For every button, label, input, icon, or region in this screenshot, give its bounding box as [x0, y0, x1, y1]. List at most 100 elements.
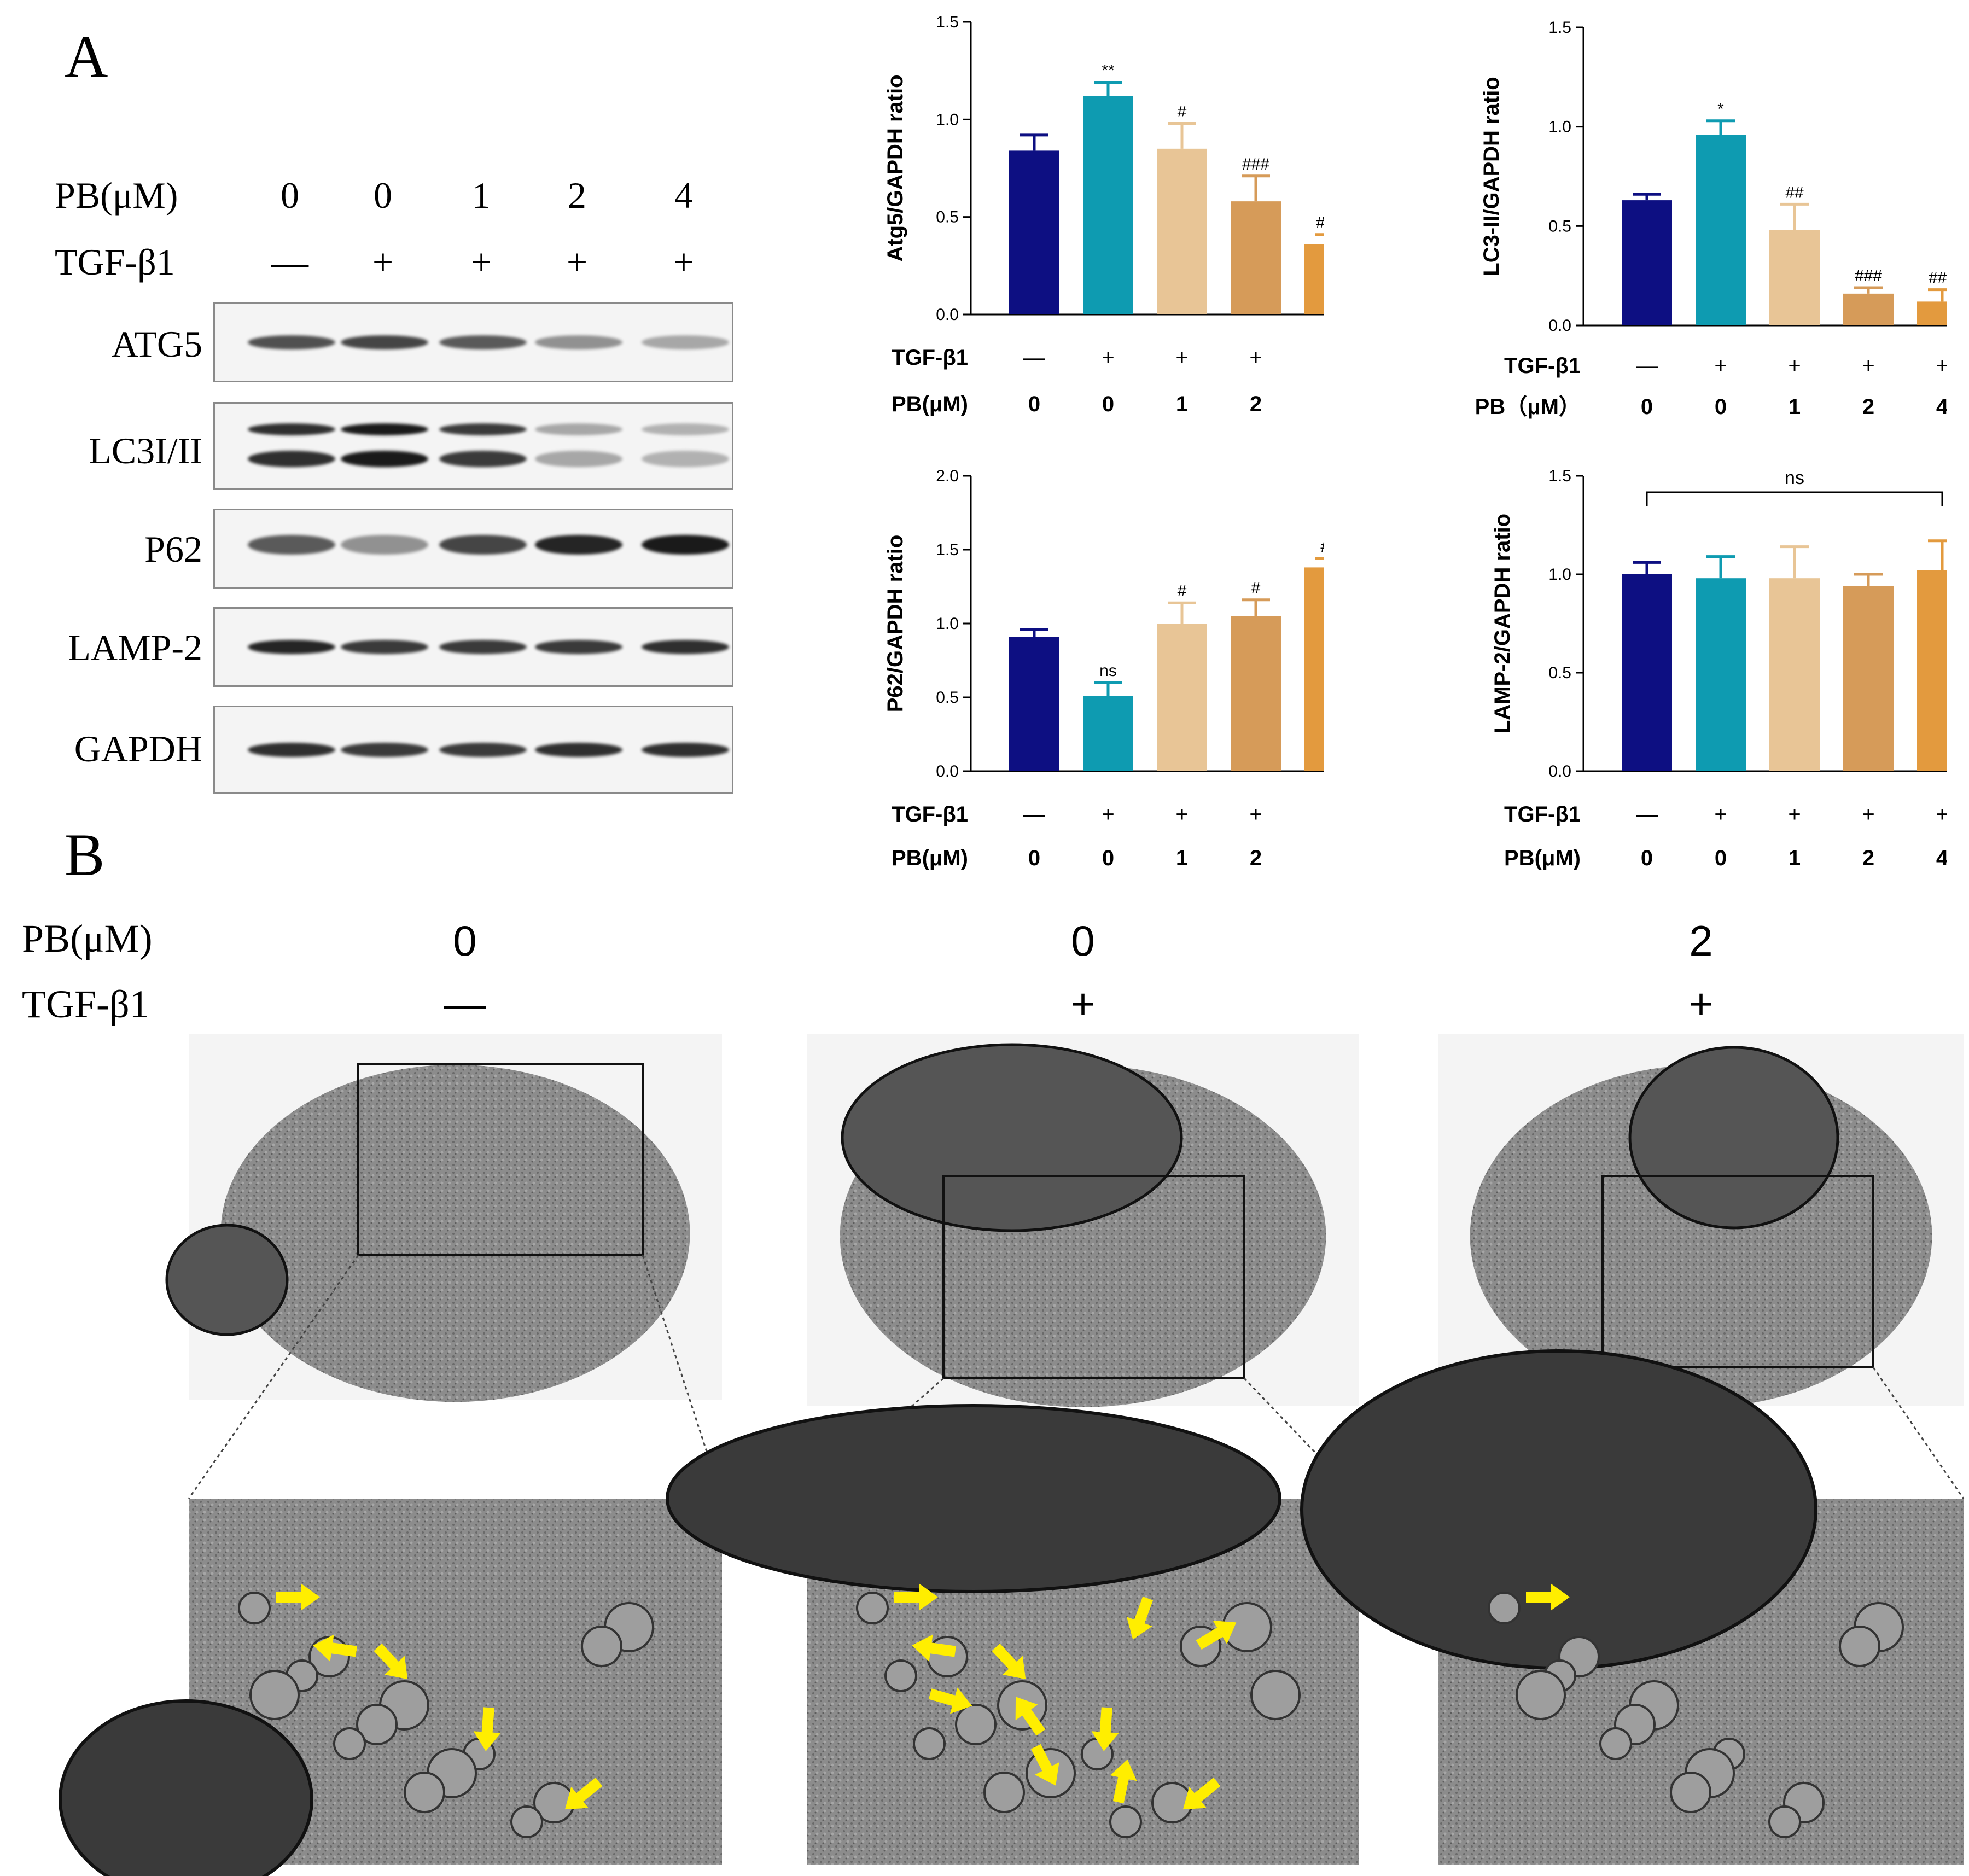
pb-value: 2 — [1250, 846, 1262, 870]
em-nucleus-zoom — [666, 1404, 1281, 1593]
significance-label: ### — [1242, 155, 1269, 173]
yellow-arrow-icon — [313, 1634, 358, 1662]
significance-label: ### — [1316, 214, 1324, 232]
em-organelle — [238, 1592, 271, 1624]
y-tick-label: 1.0 — [936, 615, 959, 633]
bar — [1696, 135, 1746, 325]
yellow-arrow-icon — [1110, 1759, 1137, 1804]
y-tick-label: 1.0 — [1548, 566, 1571, 584]
em-tgf-label: TGF-β1 — [22, 982, 149, 1026]
pb-value: 4 — [1936, 846, 1947, 870]
y-tick-label: 0.0 — [1548, 762, 1571, 780]
tgf-value: — — [1636, 354, 1658, 378]
chart-lc3: 0.0 0.5 1.0 1.5 LC3-II/GAPDH ratio — 0 * +0 ## +1 #… — [1475, 19, 1947, 419]
em-organelle — [884, 1659, 917, 1692]
blot-band — [642, 335, 729, 349]
yellow-arrow-icon — [1526, 1583, 1570, 1611]
pb-value: 0 — [1028, 392, 1040, 416]
pb-value: 0 — [1641, 846, 1653, 870]
y-tick-label: 0.0 — [936, 762, 959, 780]
tgf-value: + — [1714, 802, 1727, 826]
wb-tgf-value: + — [470, 241, 492, 283]
pb-value: 0 — [1715, 846, 1727, 870]
tgf-value: + — [1936, 802, 1947, 826]
blot-band — [248, 423, 335, 435]
em-organelle — [1670, 1772, 1711, 1813]
bar — [1917, 301, 1947, 325]
blot-band — [535, 450, 622, 467]
y-tick-label: 1.5 — [936, 541, 959, 559]
em-nucleus — [1628, 1046, 1839, 1230]
yellow-arrow-icon — [912, 1634, 957, 1662]
blot-band — [341, 423, 428, 435]
pb-value: 1 — [1176, 392, 1188, 416]
tgf-value: + — [1175, 802, 1188, 826]
yellow-arrow-icon — [564, 1778, 603, 1810]
significance-label: # — [1178, 582, 1187, 600]
em-nucleus — [841, 1043, 1183, 1232]
tgf-value: + — [1714, 354, 1727, 378]
yellow-arrow-icon — [1091, 1707, 1119, 1751]
bar — [1157, 624, 1207, 771]
chart-lamp2: 0.0 0.5 1.0 1.5 LAMP-2/GAPDH ratio — 0 +0 +1 +2 +4… — [1490, 467, 1947, 870]
em-organelle — [1488, 1592, 1521, 1624]
em-organelle — [1516, 1670, 1566, 1720]
bar — [1009, 637, 1059, 771]
blot-band — [439, 742, 527, 757]
tgf-value: — — [1636, 802, 1658, 826]
em-organelle — [1109, 1805, 1142, 1838]
tgf-value: + — [1862, 802, 1874, 826]
em-col1-tgf: — — [444, 980, 486, 1028]
tgf-value: + — [1102, 346, 1114, 370]
pb-value: 1 — [1789, 846, 1801, 870]
y-axis-label: LAMP-2/GAPDH ratio — [1490, 514, 1514, 733]
bar — [1696, 578, 1746, 771]
zoom-box — [357, 1063, 644, 1256]
yellow-arrow-icon — [374, 1643, 408, 1680]
chart-atg5: 0.0 0.5 1.0 1.5 Atg5/GAPDH ratio — 0 ** +0 # +1 ###… — [883, 13, 1324, 416]
tgf-value: + — [1936, 354, 1947, 378]
wb-tgf-value: + — [566, 241, 588, 283]
blot-band — [439, 335, 527, 349]
wb-pb-value: 0 — [374, 174, 392, 216]
significance-label: ** — [1102, 62, 1115, 80]
tgf-label: TGF-β1 — [892, 346, 968, 370]
blot-band — [642, 742, 729, 757]
blot-band — [341, 742, 428, 757]
significance-label: ## — [1785, 183, 1804, 201]
pb-label: PB（μM） — [1475, 395, 1581, 419]
yellow-arrow-icon — [276, 1583, 320, 1611]
significance-label: ns — [1099, 662, 1117, 680]
pb-label: PB(μM) — [892, 846, 968, 870]
bar — [1622, 200, 1672, 325]
tgf-value: + — [1102, 802, 1114, 826]
blot-band — [341, 535, 428, 555]
em-col3-tgf: + — [1688, 980, 1714, 1028]
blot-strip — [213, 302, 733, 382]
blot-strip — [213, 402, 733, 490]
wb-row-label: LAMP-2 — [68, 627, 202, 668]
em-organelle — [581, 1626, 622, 1667]
y-tick-label: 1.5 — [1548, 19, 1571, 37]
blot-strip — [213, 706, 733, 794]
blot-band — [535, 535, 622, 555]
em-organelle — [856, 1592, 889, 1624]
significance-label: ### — [1929, 269, 1947, 287]
bar — [1304, 244, 1324, 314]
tgf-value: + — [1175, 346, 1188, 370]
yellow-arrow-icon — [473, 1707, 501, 1751]
em-col3-pb: 2 — [1689, 917, 1713, 965]
bar — [1769, 578, 1820, 771]
tgf-label: TGF-β1 — [1504, 802, 1581, 826]
chart-p62: 0.0 0.5 1.0 1.5 2.0 P62/GAPDH ratio — 0 ns +0 # +1 #… — [883, 467, 1324, 870]
tgf-value: + — [1788, 354, 1801, 378]
wb-tgf-label: TGF-β1 — [55, 241, 175, 283]
em-organelle — [983, 1772, 1025, 1813]
y-tick-label: 1.5 — [1548, 467, 1571, 485]
wb-tgf-value: + — [372, 241, 394, 283]
blot-band — [341, 640, 428, 654]
y-tick-label: 0.0 — [936, 306, 959, 324]
blot-strip — [213, 509, 733, 589]
blot-band — [642, 535, 729, 555]
em-organelle — [955, 1704, 997, 1745]
